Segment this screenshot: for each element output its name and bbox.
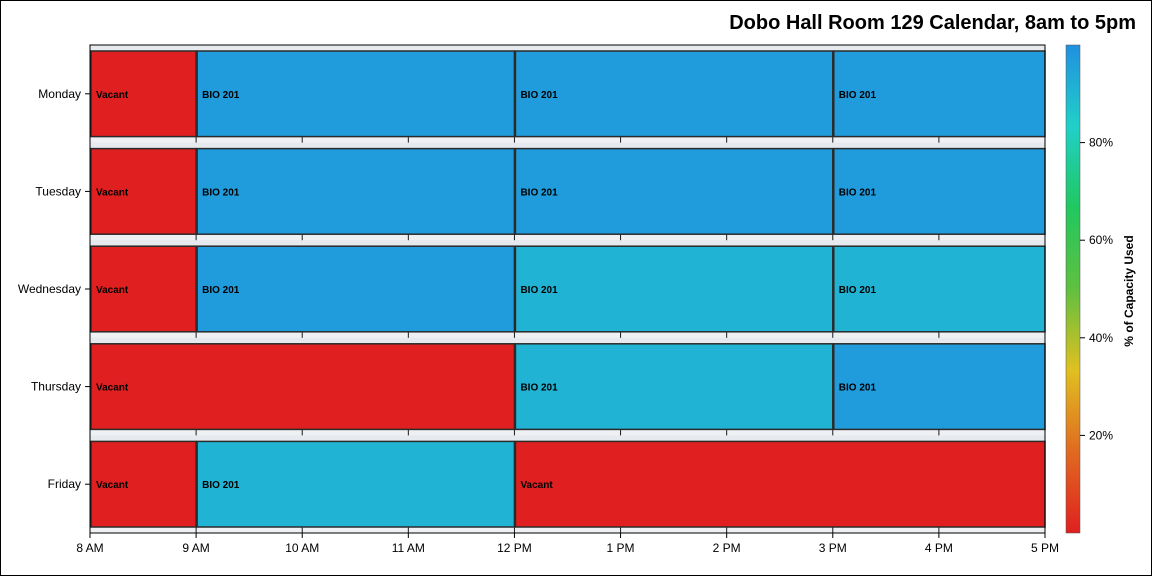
- bar-segment: [90, 440, 197, 528]
- x-tick-label: 9 AM: [182, 541, 209, 555]
- x-tick-label: 4 PM: [925, 541, 953, 555]
- bar-segment: [514, 440, 1046, 528]
- bar-segment: [833, 147, 1046, 235]
- bar-label: BIO 201: [520, 285, 558, 296]
- y-tick-label: Tuesday: [35, 184, 81, 198]
- colorbar-tick-label: 20%: [1089, 428, 1113, 442]
- row-band: [90, 45, 1045, 51]
- x-tick-label: 1 PM: [607, 541, 635, 555]
- bar-label: Vacant: [520, 480, 553, 491]
- axes: Monday Tuesday Wednesday Thursday Friday 8 AM…: [18, 44, 1059, 555]
- row-band: [90, 240, 1045, 247]
- x-tick-label: 3 PM: [819, 541, 847, 555]
- bar-segment: [196, 147, 516, 235]
- x-tick-label: 10 AM: [285, 541, 319, 555]
- colorbar-tick-label: 60%: [1089, 233, 1113, 247]
- bar-segment: [514, 343, 834, 431]
- bar-label: Vacant: [96, 383, 129, 394]
- bar-segment: [90, 343, 516, 431]
- bar-segment: [514, 50, 834, 138]
- row-band: [90, 142, 1045, 149]
- chart-title: Dobo Hall Room 129 Calendar, 8am to 5pm: [729, 12, 1136, 34]
- y-tick-label: Monday: [38, 87, 81, 101]
- bar-segment: [514, 245, 834, 333]
- x-tick-label: 12 PM: [497, 541, 532, 555]
- bar-label: Vacant: [96, 480, 129, 491]
- colorbar-tick-label: 80%: [1089, 136, 1113, 150]
- row-band: [90, 435, 1045, 442]
- bar-label: Vacant: [96, 187, 129, 198]
- bar-group: Vacant BIO 201 BIO 201 BIO 201 Vacant BIO 201…: [90, 50, 1046, 528]
- bar-segment: [90, 147, 197, 235]
- bar-label: BIO 201: [202, 187, 240, 198]
- x-tick-label: 11 AM: [392, 541, 425, 555]
- bar-segment: [90, 50, 197, 138]
- bar-segment: [196, 50, 516, 138]
- bar-label: BIO 201: [839, 383, 877, 394]
- row-band: [90, 337, 1045, 344]
- bar-segment: [196, 440, 516, 528]
- bar-segment: [833, 50, 1046, 138]
- bar-label: Vacant: [96, 90, 129, 101]
- bar-label: BIO 201: [202, 285, 240, 296]
- bar-label: BIO 201: [839, 285, 877, 296]
- y-tick-label: Wednesday: [18, 282, 81, 296]
- y-tick-label: Friday: [48, 477, 81, 491]
- bar-label: BIO 201: [202, 90, 240, 101]
- x-tick-label: 2 PM: [713, 541, 741, 555]
- bar-label: Vacant: [96, 285, 129, 296]
- bar-label: BIO 201: [520, 90, 558, 101]
- colorbar: 20% 40% 60% 80% % of Capacity Used: [1065, 44, 1136, 534]
- colorbar-title: % of Capacity Used: [1122, 235, 1136, 346]
- bar-label: BIO 201: [839, 90, 877, 101]
- bar-segment: [196, 245, 516, 333]
- x-tick-label: 8 AM: [76, 541, 103, 555]
- bar-label: BIO 201: [520, 187, 558, 198]
- bar-label: BIO 201: [839, 187, 877, 198]
- bar-segment: [90, 245, 197, 333]
- colorbar-tick-label: 40%: [1089, 331, 1113, 345]
- bar-segment: [833, 343, 1046, 431]
- bar-segment: [514, 147, 834, 235]
- y-tick-label: Thursday: [31, 380, 81, 394]
- bar-label: BIO 201: [520, 383, 558, 394]
- x-tick-label: 5 PM: [1031, 541, 1059, 555]
- bar-label: BIO 201: [202, 480, 240, 491]
- colorbar-gradient: [1065, 44, 1081, 534]
